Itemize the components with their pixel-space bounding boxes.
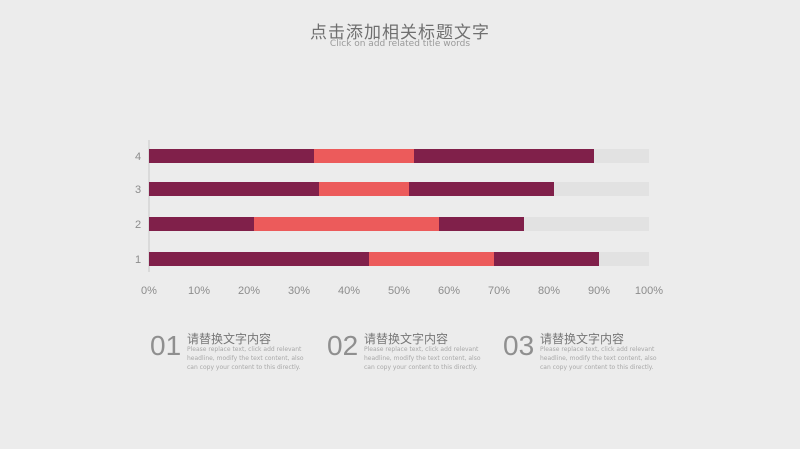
x-tick-label: 20% xyxy=(238,285,260,297)
x-tick-label: 90% xyxy=(588,285,610,297)
bar-segment-3-1 xyxy=(149,182,319,196)
item-description: Please replace text, click add relevant … xyxy=(187,346,304,371)
text-item-2: 02 请替换文字内容 Please replace text, click ad… xyxy=(327,328,497,378)
bar-segment-2-4 xyxy=(524,217,649,231)
bar-segment-3-3 xyxy=(409,182,554,196)
y-tick-label: 3 xyxy=(135,184,141,196)
x-tick-label: 50% xyxy=(388,285,410,297)
x-tick-label: 10% xyxy=(188,285,210,297)
x-tick-label: 40% xyxy=(338,285,360,297)
bar-segment-1-4 xyxy=(599,252,649,266)
item-heading: 请替换文字内容 xyxy=(187,332,272,346)
x-tick-label: 30% xyxy=(288,285,310,297)
x-tick-label: 70% xyxy=(488,285,510,297)
bar-segment-4-2 xyxy=(314,149,414,163)
item-number: 02 xyxy=(327,330,359,361)
bar-segment-1-1 xyxy=(149,252,369,266)
bar-segment-3-4 xyxy=(554,182,649,196)
bar-segment-2-3 xyxy=(439,217,524,231)
bar-segment-3-2 xyxy=(319,182,409,196)
y-tick-label: 1 xyxy=(135,254,141,266)
page-subtitle: Click on add related title words xyxy=(329,39,471,49)
x-tick-label: 100% xyxy=(635,285,663,297)
item-heading: 请替换文字内容 xyxy=(540,332,625,346)
item-description: Please replace text, click add relevant … xyxy=(364,346,481,371)
x-tick-label: 0% xyxy=(141,285,157,297)
bar-segment-1-2 xyxy=(369,252,494,266)
bar-segment-4-1 xyxy=(149,149,314,163)
bar-segment-2-2 xyxy=(254,217,439,231)
item-number: 01 xyxy=(150,330,182,361)
bar-segment-4-4 xyxy=(594,149,649,163)
item-heading: 请替换文字内容 xyxy=(364,332,449,346)
text-item-3: 03 请替换文字内容 Please replace text, click ad… xyxy=(503,328,673,378)
x-tick-label: 80% xyxy=(538,285,560,297)
item-description: Please replace text, click add relevant … xyxy=(540,346,657,371)
y-tick-label: 2 xyxy=(135,219,141,231)
bar-segment-2-1 xyxy=(149,217,254,231)
page-title: 点击添加相关标题文字 xyxy=(310,23,490,43)
bar-segment-4-3 xyxy=(414,149,594,163)
text-item-1: 01 请替换文字内容 Please replace text, click ad… xyxy=(150,328,320,378)
y-tick-label: 4 xyxy=(135,151,141,163)
item-number: 03 xyxy=(503,330,535,361)
x-tick-label: 60% xyxy=(438,285,460,297)
bar-segment-1-3 xyxy=(494,252,599,266)
